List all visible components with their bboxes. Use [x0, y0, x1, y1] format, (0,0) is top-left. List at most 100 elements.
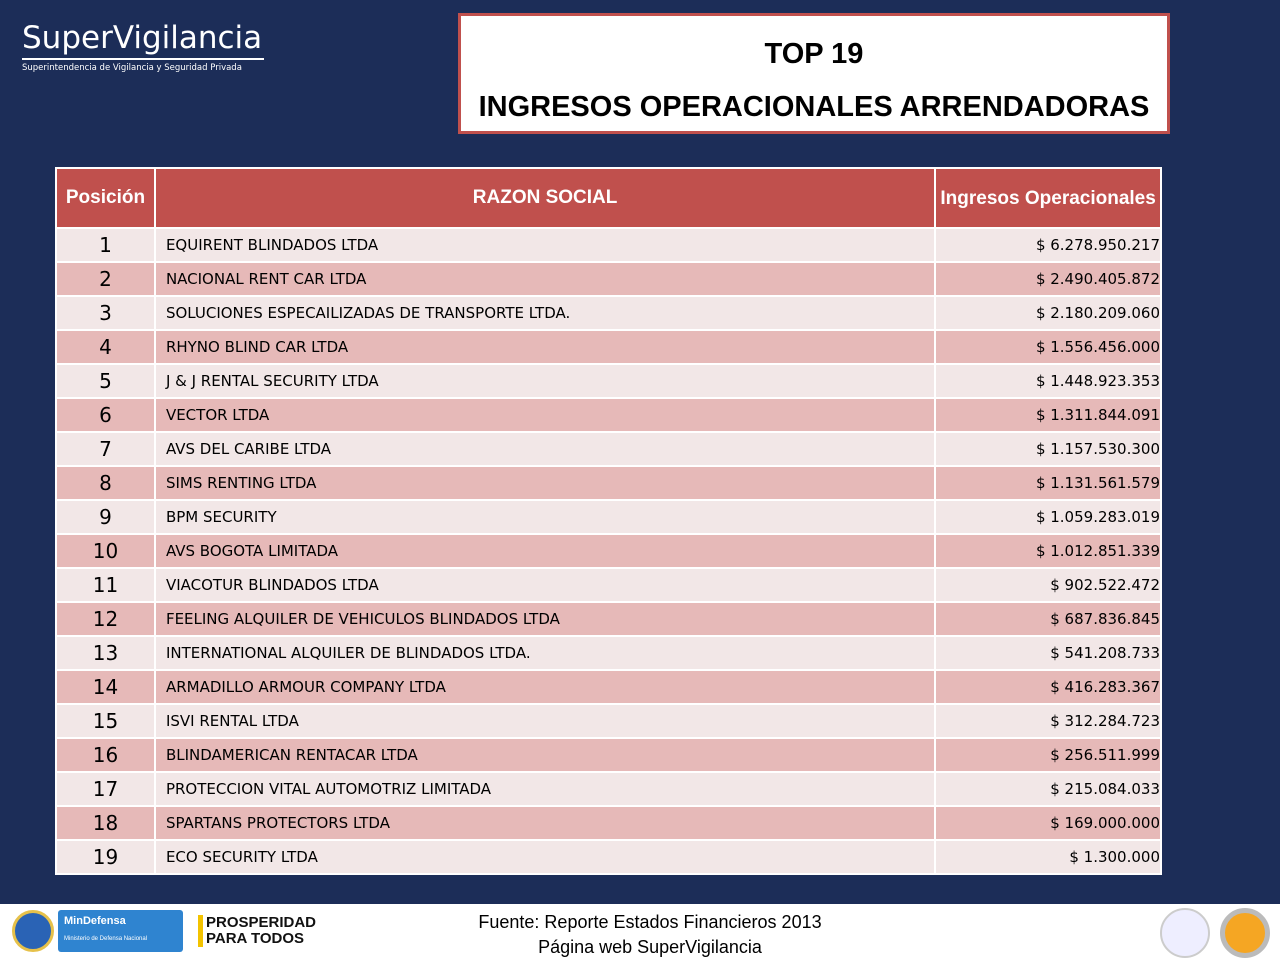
cell-income: $ 1.448.923.353 — [934, 363, 1162, 399]
cell-company: J & J RENTAL SECURITY LTDA — [153, 363, 937, 399]
cell-position: 19 — [55, 839, 156, 875]
sgs-seal-icon — [1220, 908, 1270, 958]
cell-income: $ 541.208.733 — [934, 635, 1162, 671]
cell-income: $ 1.311.844.091 — [934, 397, 1162, 433]
cell-income: $ 1.059.283.019 — [934, 499, 1162, 535]
cell-position: 15 — [55, 703, 156, 739]
certification-seal-icon — [1160, 908, 1210, 958]
cell-income: $ 6.278.950.217 — [934, 227, 1162, 263]
mindefensa-sub: Ministerio de Defensa Nacional — [64, 936, 148, 942]
cell-company: FEELING ALQUILER DE VEHICULOS BLINDADOS … — [153, 601, 937, 637]
table-row: 16 BLINDAMERICAN RENTACAR LTDA $ 256.511.9… — [55, 737, 1162, 773]
cell-company: ECO SECURITY LTDA — [153, 839, 937, 875]
table-row: 6 VECTOR LTDA $ 1.311.844.091 — [55, 397, 1162, 433]
source-text: Fuente: Reporte Estados Financieros 2013 — [478, 912, 822, 932]
cell-income: $ 2.180.209.060 — [934, 295, 1162, 331]
cell-income: $ 687.836.845 — [934, 601, 1162, 637]
cell-company: ARMADILLO ARMOUR COMPANY LTDA — [153, 669, 937, 705]
cell-company: VIACOTUR BLINDADOS LTDA — [153, 567, 937, 603]
cell-company: INTERNATIONAL ALQUILER DE BLINDADOS LTDA… — [153, 635, 937, 671]
cell-position: 3 — [55, 295, 156, 331]
table-row: 14 ARMADILLO ARMOUR COMPANY LTDA $ 416.283… — [55, 669, 1162, 705]
logo-divider — [22, 58, 264, 60]
cell-income: $ 312.284.723 — [934, 703, 1162, 739]
cell-position: 18 — [55, 805, 156, 841]
title-line1: TOP 19 — [764, 38, 864, 70]
cell-position: 8 — [55, 465, 156, 501]
table-row: 15 ISVI RENTAL LTDA $ 312.284.723 — [55, 703, 1162, 739]
header-income: Ingresos Operacionales — [934, 167, 1162, 229]
table-row: 13 INTERNATIONAL ALQUILER DE BLINDADOS LT… — [55, 635, 1162, 671]
footer: MinDefensa Ministerio de Defensa Nacional… — [0, 904, 1280, 960]
cell-company: SPARTANS PROTECTORS LTDA — [153, 805, 937, 841]
cell-position: 14 — [55, 669, 156, 705]
cell-position: 12 — [55, 601, 156, 637]
cell-position: 9 — [55, 499, 156, 535]
web-text: Página web SuperVigilancia — [538, 937, 762, 957]
cell-income: $ 1.556.456.000 — [934, 329, 1162, 365]
cell-company: AVS DEL CARIBE LTDA — [153, 431, 937, 467]
table-row: 4 RHYNO BLIND CAR LTDA $ 1.556.456.000 — [55, 329, 1162, 365]
cell-income: $ 1.157.530.300 — [934, 431, 1162, 467]
cell-position: 13 — [55, 635, 156, 671]
source-note: Fuente: Reporte Estados Financieros 2013… — [400, 910, 900, 960]
table-row: 9 BPM SECURITY $ 1.059.283.019 — [55, 499, 1162, 535]
prosperidad-line2: PARA TODOS — [206, 930, 305, 947]
table-header: Posición RAZON SOCIAL Ingresos Operacion… — [55, 167, 1162, 229]
table-row: 11 VIACOTUR BLINDADOS LTDA $ 902.522.472 — [55, 567, 1162, 603]
mindefensa-logo: MinDefensa Ministerio de Defensa Nacional — [58, 910, 183, 952]
cell-position: 10 — [55, 533, 156, 569]
cell-income: $ 902.522.472 — [934, 567, 1162, 603]
cell-company: RHYNO BLIND CAR LTDA — [153, 329, 937, 365]
colombia-coat-of-arms-icon — [12, 910, 54, 952]
cell-income: $ 2.490.405.872 — [934, 261, 1162, 297]
cell-company: SIMS RENTING LTDA — [153, 465, 937, 501]
cell-income: $ 256.511.999 — [934, 737, 1162, 773]
table-row: 10 AVS BOGOTA LIMITADA $ 1.012.851.339 — [55, 533, 1162, 569]
mindefensa-label: MinDefensa — [64, 915, 126, 927]
table-row: 2 NACIONAL RENT CAR LTDA $ 2.490.405.872 — [55, 261, 1162, 297]
table-row: 8 SIMS RENTING LTDA $ 1.131.561.579 — [55, 465, 1162, 501]
cell-income: $ 215.084.033 — [934, 771, 1162, 807]
table-row: 12 FEELING ALQUILER DE VEHICULOS BLINDADO… — [55, 601, 1162, 637]
cell-income: $ 416.283.367 — [934, 669, 1162, 705]
supervigilancia-logo: SuperVigilancia Superintendencia de Vigi… — [22, 20, 264, 73]
cell-company: BPM SECURITY — [153, 499, 937, 535]
cell-company: SOLUCIONES ESPECAILIZADAS DE TRANSPORTE … — [153, 295, 937, 331]
table-row: 19 ECO SECURITY LTDA $ 1.300.000 — [55, 839, 1162, 875]
table-row: 1 EQUIRENT BLINDADOS LTDA $ 6.278.950.217 — [55, 227, 1162, 263]
header-position: Posición — [55, 167, 156, 229]
cell-income: $ 169.000.000 — [934, 805, 1162, 841]
table-row: 3 SOLUCIONES ESPECAILIZADAS DE TRANSPORTE… — [55, 295, 1162, 331]
logo-subtitle: Superintendencia de Vigilancia y Segurid… — [22, 63, 242, 73]
cell-position: 16 — [55, 737, 156, 773]
table-row: 18 SPARTANS PROTECTORS LTDA $ 169.000.000 — [55, 805, 1162, 841]
cell-position: 6 — [55, 397, 156, 433]
cell-company: NACIONAL RENT CAR LTDA — [153, 261, 937, 297]
cell-company: BLINDAMERICAN RENTACAR LTDA — [153, 737, 937, 773]
cell-position: 5 — [55, 363, 156, 399]
prosperidad-line1: PROSPERIDAD — [206, 914, 317, 931]
cell-company: PROTECCION VITAL AUTOMOTRIZ LIMITADA — [153, 771, 937, 807]
cell-position: 11 — [55, 567, 156, 603]
header-company: RAZON SOCIAL — [153, 167, 937, 229]
cell-income: $ 1.300.000 — [934, 839, 1162, 875]
prosperidad-logo: PROSPERIDAD PARA TODOS — [198, 915, 316, 947]
table-row: 7 AVS DEL CARIBE LTDA $ 1.157.530.300 — [55, 431, 1162, 467]
cell-company: VECTOR LTDA — [153, 397, 937, 433]
cell-position: 17 — [55, 771, 156, 807]
cell-position: 4 — [55, 329, 156, 365]
logo-name: SuperVigilancia — [22, 20, 263, 56]
cell-company: ISVI RENTAL LTDA — [153, 703, 937, 739]
cell-position: 7 — [55, 431, 156, 467]
cell-income: $ 1.131.561.579 — [934, 465, 1162, 501]
cell-income: $ 1.012.851.339 — [934, 533, 1162, 569]
title-box: TOP 19 INGRESOS OPERACIONALES ARRENDADOR… — [458, 13, 1170, 134]
ranking-table: Posición RAZON SOCIAL Ingresos Operacion… — [55, 167, 1162, 875]
cell-position: 1 — [55, 227, 156, 263]
title-line2: INGRESOS OPERACIONALES ARRENDADORAS — [478, 91, 1150, 123]
cell-position: 2 — [55, 261, 156, 297]
cell-company: EQUIRENT BLINDADOS LTDA — [153, 227, 937, 263]
cell-company: AVS BOGOTA LIMITADA — [153, 533, 937, 569]
